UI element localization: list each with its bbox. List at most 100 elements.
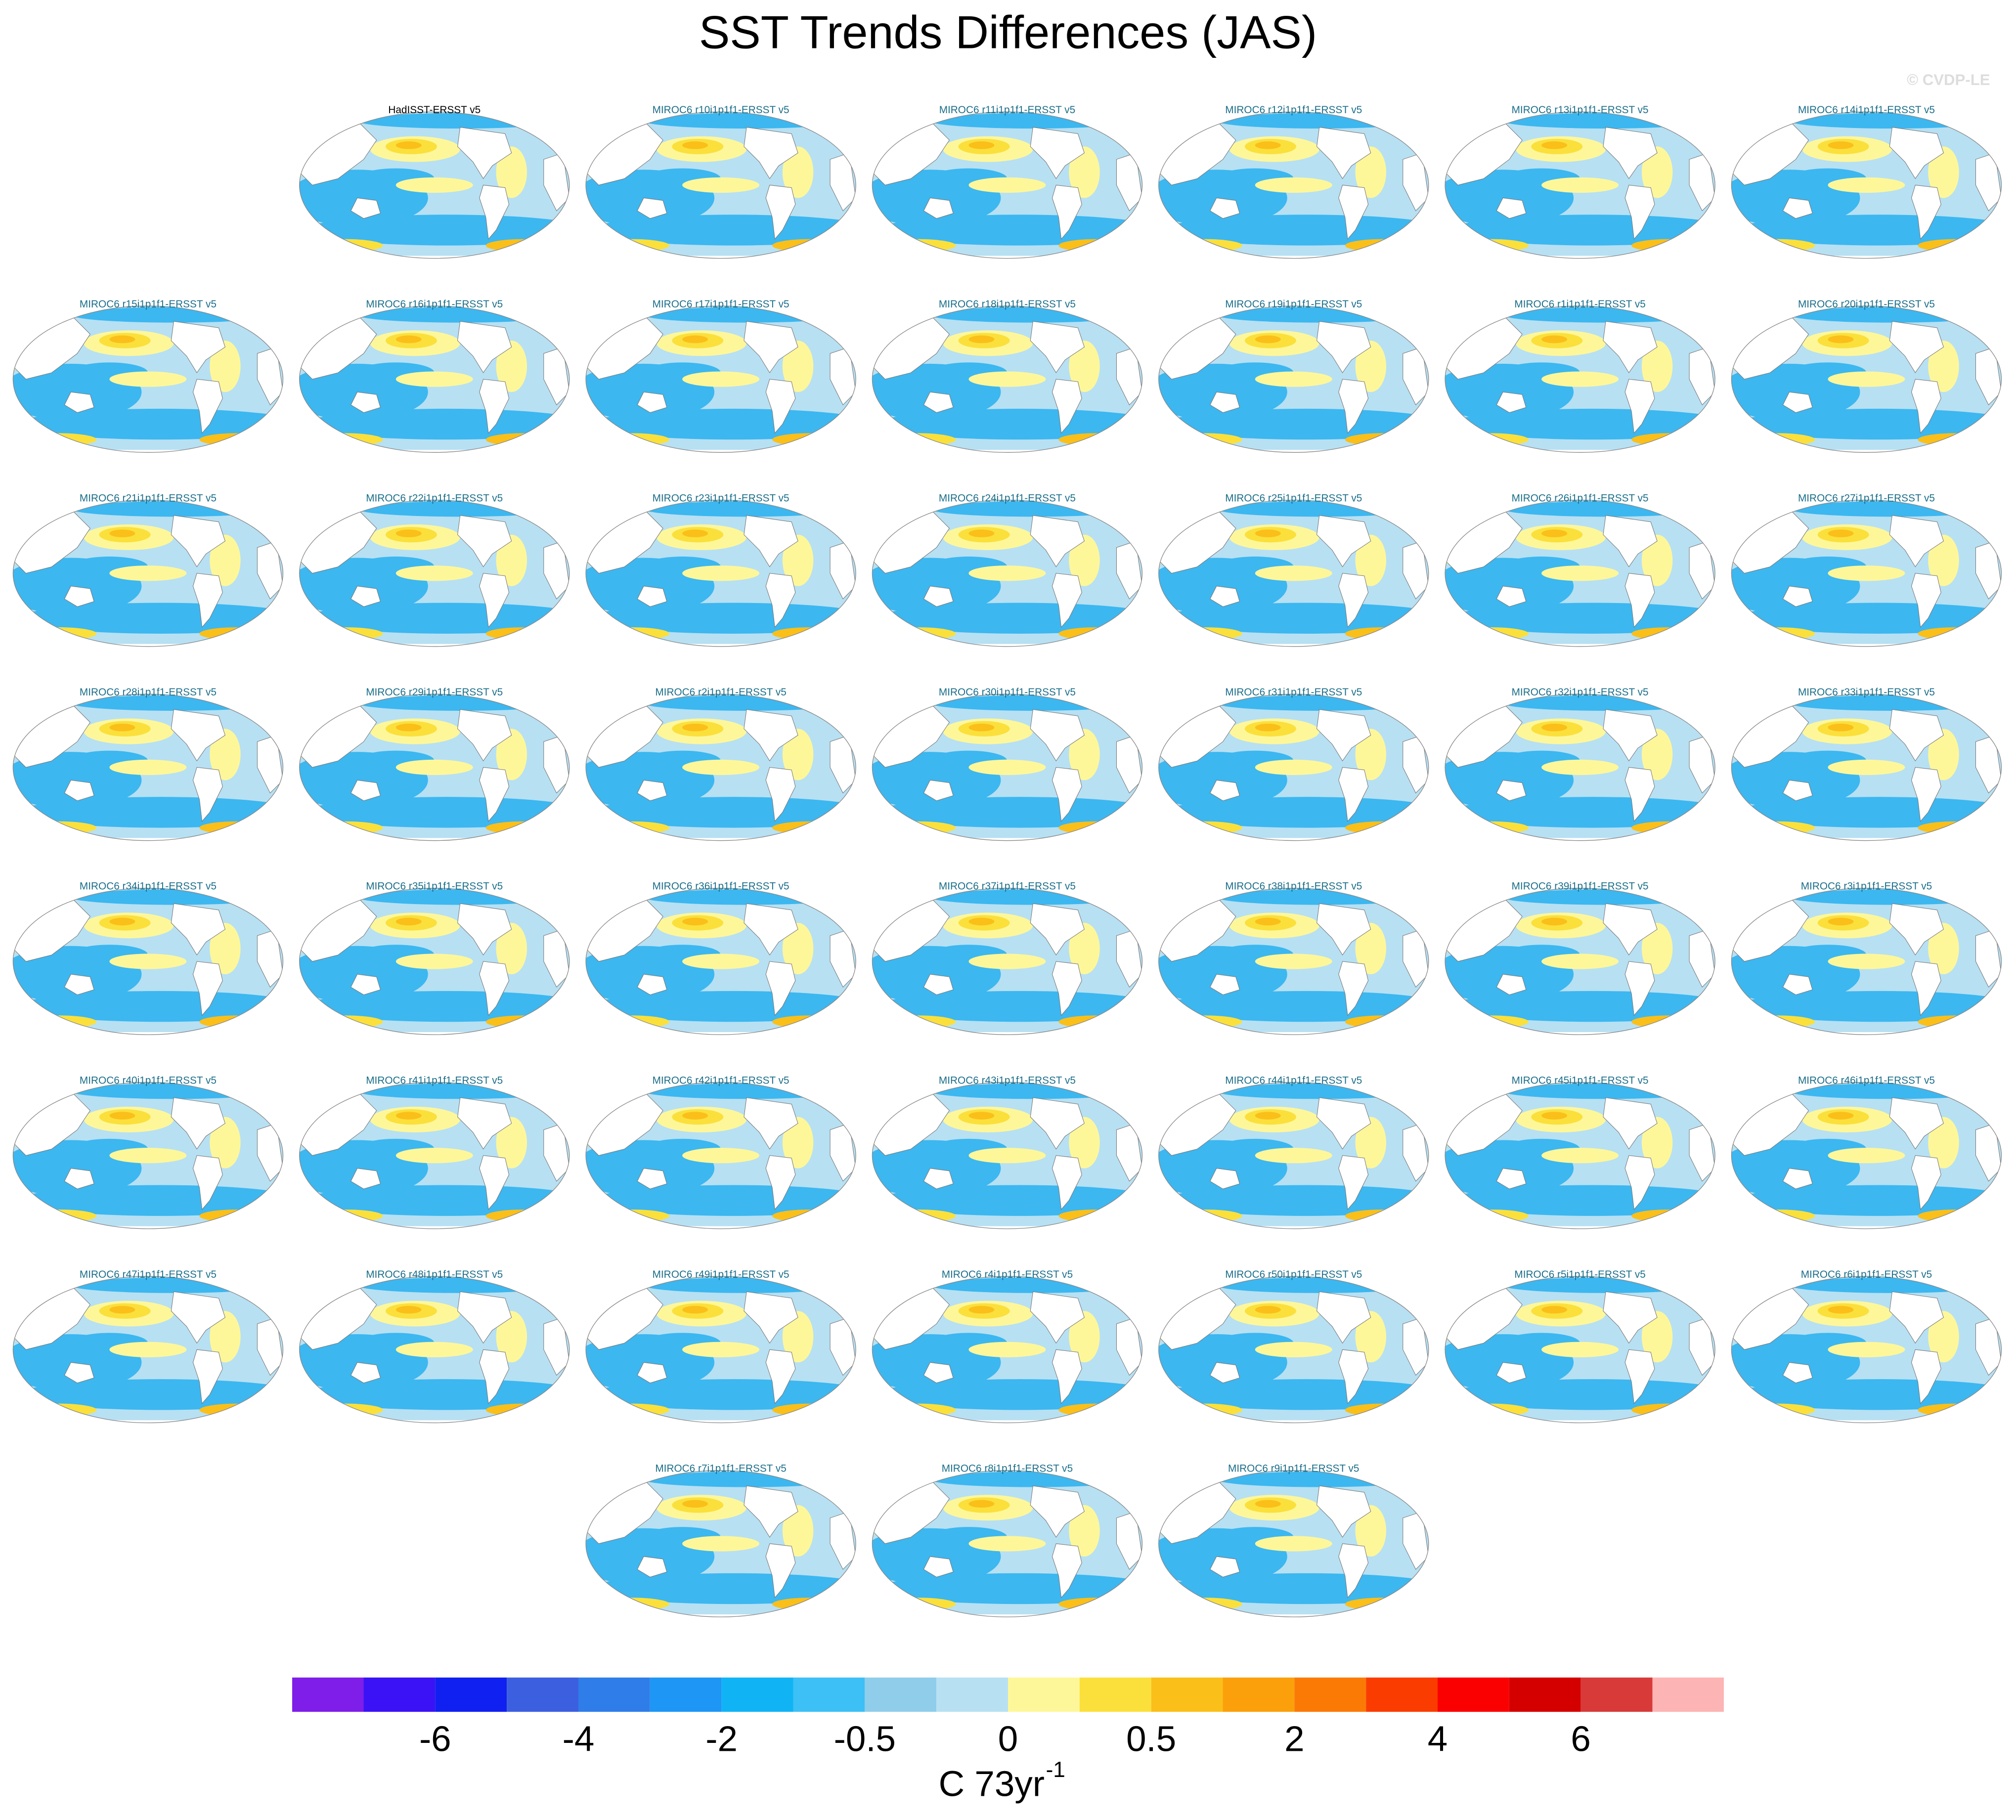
map bbox=[1432, 108, 1734, 262]
map-panel: MIROC6 r44i1p1f1-ERSST v5 bbox=[1146, 1075, 1448, 1232]
map bbox=[287, 690, 589, 844]
colorbar-tick-label: -4 bbox=[563, 1719, 595, 1759]
color-box bbox=[1294, 1677, 1366, 1712]
panel-title: MIROC6 r26i1p1f1-ERSST v5 bbox=[1512, 492, 1649, 504]
color-box bbox=[1151, 1677, 1223, 1712]
panel-title: MIROC6 r5i1p1f1-ERSST v5 bbox=[1514, 1269, 1645, 1280]
map-panel: MIROC6 r16i1p1f1-ERSST v5 bbox=[287, 299, 589, 456]
panel-title: MIROC6 r18i1p1f1-ERSST v5 bbox=[939, 299, 1076, 310]
map-panel: MIROC6 r25i1p1f1-ERSST v5 bbox=[1146, 492, 1448, 650]
map-panel: MIROC6 r26i1p1f1-ERSST v5 bbox=[1432, 492, 1734, 650]
map-panel: MIROC6 r43i1p1f1-ERSST v5 bbox=[859, 1075, 1161, 1232]
map-panel: MIROC6 r41i1p1f1-ERSST v5 bbox=[287, 1075, 589, 1232]
map-panel: MIROC6 r9i1p1f1-ERSST v5 bbox=[1146, 1463, 1448, 1621]
map-panel: MIROC6 r45i1p1f1-ERSST v5 bbox=[1432, 1075, 1734, 1232]
map bbox=[0, 690, 302, 844]
panel-title: MIROC6 r45i1p1f1-ERSST v5 bbox=[1512, 1075, 1649, 1086]
colorbar-tick-label: -2 bbox=[705, 1719, 738, 1759]
panel-title: MIROC6 r8i1p1f1-ERSST v5 bbox=[942, 1463, 1073, 1474]
panel-title: MIROC6 r39i1p1f1-ERSST v5 bbox=[1512, 881, 1649, 892]
panel-title: MIROC6 r48i1p1f1-ERSST v5 bbox=[366, 1269, 503, 1280]
panel-title: MIROC6 r30i1p1f1-ERSST v5 bbox=[939, 687, 1076, 698]
map-panel: MIROC6 r22i1p1f1-ERSST v5 bbox=[287, 492, 589, 650]
map bbox=[1432, 302, 1734, 456]
map bbox=[1432, 690, 1734, 844]
map bbox=[0, 884, 302, 1039]
map bbox=[859, 1467, 1161, 1621]
map bbox=[1718, 690, 2016, 844]
color-box bbox=[1223, 1677, 1295, 1712]
panel-title: MIROC6 r47i1p1f1-ERSST v5 bbox=[80, 1269, 217, 1280]
color-box bbox=[865, 1677, 937, 1712]
map bbox=[1718, 302, 2016, 456]
map-panel: MIROC6 r48i1p1f1-ERSST v5 bbox=[287, 1269, 589, 1427]
color-box bbox=[292, 1677, 364, 1712]
map-panel: MIROC6 r35i1p1f1-ERSST v5 bbox=[287, 881, 589, 1039]
map bbox=[1718, 884, 2016, 1039]
map-panel: MIROC6 r12i1p1f1-ERSST v5 bbox=[1146, 104, 1448, 262]
map bbox=[573, 690, 875, 844]
color-box bbox=[578, 1677, 650, 1712]
map-panel: HadISST-ERSST v5 bbox=[287, 104, 589, 262]
map-panel: MIROC6 r40i1p1f1-ERSST v5 bbox=[0, 1075, 302, 1232]
map bbox=[1432, 496, 1734, 650]
map bbox=[1146, 302, 1448, 456]
color-box bbox=[721, 1677, 793, 1712]
panel-title: MIROC6 r46i1p1f1-ERSST v5 bbox=[1798, 1075, 1935, 1086]
map bbox=[1146, 884, 1448, 1039]
map bbox=[1718, 1272, 2016, 1427]
map bbox=[1718, 496, 2016, 650]
map bbox=[573, 496, 875, 650]
map-panel: MIROC6 r46i1p1f1-ERSST v5 bbox=[1718, 1075, 2016, 1232]
map bbox=[287, 884, 589, 1039]
map bbox=[859, 1272, 1161, 1427]
map bbox=[287, 496, 589, 650]
panel-title: MIROC6 r23i1p1f1-ERSST v5 bbox=[653, 492, 789, 504]
panel-title: MIROC6 r7i1p1f1-ERSST v5 bbox=[655, 1463, 786, 1474]
map-panel: MIROC6 r37i1p1f1-ERSST v5 bbox=[859, 881, 1161, 1039]
colorbar-tick-label: -0.5 bbox=[834, 1719, 896, 1759]
map-panel: MIROC6 r31i1p1f1-ERSST v5 bbox=[1146, 687, 1448, 844]
map-panel: MIROC6 r33i1p1f1-ERSST v5 bbox=[1718, 687, 2016, 844]
colorbar-tick-label: 4 bbox=[1428, 1719, 1447, 1759]
color-box bbox=[936, 1677, 1008, 1712]
color-box bbox=[793, 1677, 865, 1712]
map bbox=[573, 1272, 875, 1427]
map bbox=[1146, 1079, 1448, 1233]
map bbox=[859, 884, 1161, 1039]
map-panel: MIROC6 r49i1p1f1-ERSST v5 bbox=[573, 1269, 875, 1427]
color-box bbox=[363, 1677, 436, 1712]
panel-title: MIROC6 r1i1p1f1-ERSST v5 bbox=[1514, 299, 1645, 310]
panel-title: MIROC6 r43i1p1f1-ERSST v5 bbox=[939, 1075, 1076, 1086]
panel-title: MIROC6 r17i1p1f1-ERSST v5 bbox=[653, 299, 789, 310]
panel-title: MIROC6 r20i1p1f1-ERSST v5 bbox=[1798, 299, 1935, 310]
colorbar-tick-label: 2 bbox=[1284, 1719, 1305, 1759]
color-box bbox=[1509, 1677, 1581, 1712]
map bbox=[573, 884, 875, 1039]
map-panel: MIROC6 r42i1p1f1-ERSST v5 bbox=[573, 1075, 875, 1232]
map bbox=[0, 1272, 302, 1427]
panel-title: MIROC6 r49i1p1f1-ERSST v5 bbox=[653, 1269, 789, 1280]
color-box bbox=[1008, 1677, 1080, 1712]
panel-title: MIROC6 r19i1p1f1-ERSST v5 bbox=[1225, 299, 1362, 310]
map-panel: MIROC6 r17i1p1f1-ERSST v5 bbox=[573, 299, 875, 456]
map-panel: MIROC6 r21i1p1f1-ERSST v5 bbox=[0, 492, 302, 650]
map-panel: MIROC6 r30i1p1f1-ERSST v5 bbox=[859, 687, 1161, 844]
panel-title: MIROC6 r38i1p1f1-ERSST v5 bbox=[1225, 881, 1362, 892]
map-panel: MIROC6 r36i1p1f1-ERSST v5 bbox=[573, 881, 875, 1039]
map bbox=[573, 1467, 875, 1621]
map bbox=[287, 302, 589, 456]
panel-title: MIROC6 r25i1p1f1-ERSST v5 bbox=[1225, 492, 1362, 504]
map bbox=[1146, 1467, 1448, 1621]
panel-title: MIROC6 r16i1p1f1-ERSST v5 bbox=[366, 299, 503, 310]
map bbox=[1432, 884, 1734, 1039]
panel-title: MIROC6 r50i1p1f1-ERSST v5 bbox=[1225, 1269, 1362, 1280]
color-box bbox=[1652, 1677, 1724, 1712]
map bbox=[1146, 1272, 1448, 1427]
panel-title: MIROC6 r35i1p1f1-ERSST v5 bbox=[366, 881, 503, 892]
panel-title: MIROC6 r40i1p1f1-ERSST v5 bbox=[80, 1075, 217, 1086]
panel-title: MIROC6 r21i1p1f1-ERSST v5 bbox=[80, 492, 217, 504]
map bbox=[1146, 108, 1448, 262]
